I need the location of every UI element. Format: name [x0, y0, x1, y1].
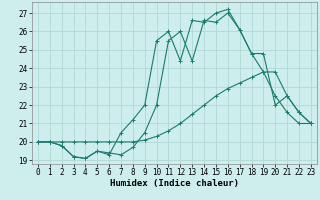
X-axis label: Humidex (Indice chaleur): Humidex (Indice chaleur) [110, 179, 239, 188]
